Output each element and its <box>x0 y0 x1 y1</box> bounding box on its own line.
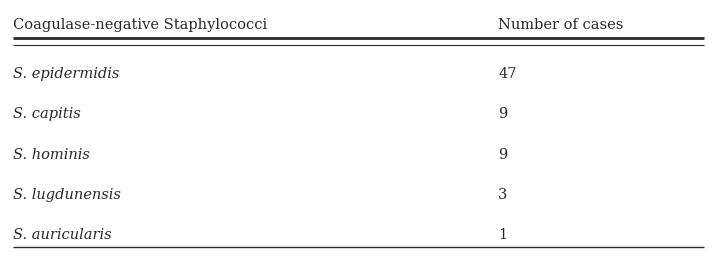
Text: 47: 47 <box>498 67 517 81</box>
Text: 9: 9 <box>498 148 508 162</box>
Text: 3: 3 <box>498 188 508 202</box>
Text: Number of cases: Number of cases <box>498 18 624 32</box>
Text: 9: 9 <box>498 107 508 121</box>
Text: S. hominis: S. hominis <box>13 148 90 162</box>
Text: S. auricularis: S. auricularis <box>13 228 112 242</box>
Text: S. lugdunensis: S. lugdunensis <box>13 188 120 202</box>
Text: S. epidermidis: S. epidermidis <box>13 67 119 81</box>
Text: Coagulase-negative Staphylococci: Coagulase-negative Staphylococci <box>13 18 267 32</box>
Text: S. capitis: S. capitis <box>13 107 80 121</box>
Text: 1: 1 <box>498 228 508 242</box>
